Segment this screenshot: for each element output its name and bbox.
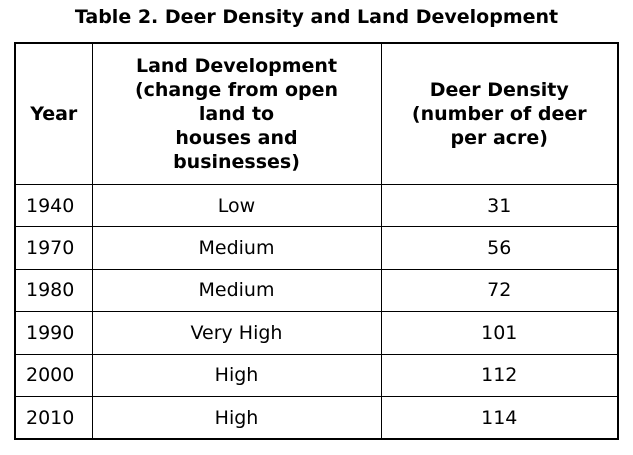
land-development-cell: Medium xyxy=(92,269,381,311)
deer-density-cell: 112 xyxy=(381,354,618,396)
land-development-cell: High xyxy=(92,354,381,396)
deer-density-cell: 56 xyxy=(381,227,618,269)
land-development-cell: Medium xyxy=(92,227,381,269)
deer-density-cell: 114 xyxy=(381,396,618,439)
table-row: 2000 High 112 xyxy=(15,354,618,396)
table-row: 1940 Low 31 xyxy=(15,185,618,227)
year-cell: 1990 xyxy=(15,312,92,354)
year-cell: 1940 xyxy=(15,185,92,227)
year-cell: 1970 xyxy=(15,227,92,269)
deer-density-cell: 31 xyxy=(381,185,618,227)
land-development-cell: High xyxy=(92,396,381,439)
header-year: Year xyxy=(15,43,92,185)
table-row: 2010 High 114 xyxy=(15,396,618,439)
table-title: Table 2. Deer Density and Land Developme… xyxy=(0,5,633,29)
header-land-development: Land Development (change from open land … xyxy=(92,43,381,185)
land-development-cell: Very High xyxy=(92,312,381,354)
deer-density-table: Year Land Development (change from open … xyxy=(14,42,619,440)
header-row: Year Land Development (change from open … xyxy=(15,43,618,185)
year-cell: 2010 xyxy=(15,396,92,439)
deer-density-cell: 101 xyxy=(381,312,618,354)
table-row: 1980 Medium 72 xyxy=(15,269,618,311)
land-development-cell: Low xyxy=(92,185,381,227)
year-cell: 1980 xyxy=(15,269,92,311)
table-row: 1970 Medium 56 xyxy=(15,227,618,269)
year-cell: 2000 xyxy=(15,354,92,396)
deer-density-cell: 72 xyxy=(381,269,618,311)
table-row: 1990 Very High 101 xyxy=(15,312,618,354)
header-deer-density: Deer Density (number of deer per acre) xyxy=(381,43,618,185)
